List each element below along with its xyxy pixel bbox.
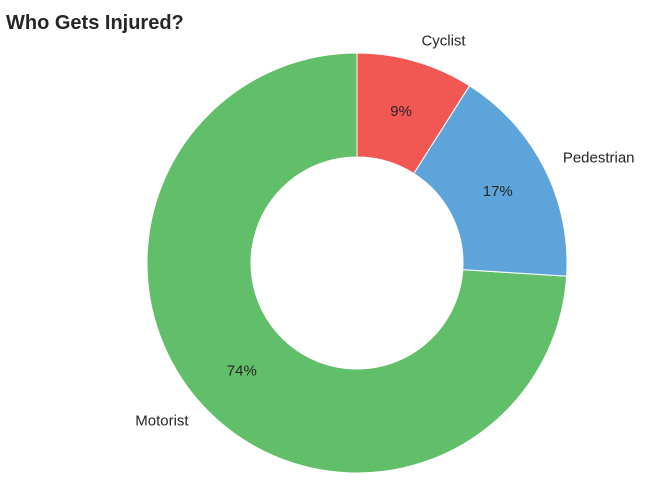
- chart-title: Who Gets Injured?: [6, 12, 184, 34]
- slice-pedestrian: [413, 85, 568, 277]
- category-label-motorist: Motorist: [135, 413, 189, 430]
- category-label-pedestrian: Pedestrian: [563, 150, 635, 167]
- pct-label-motorist: 74%: [227, 363, 257, 380]
- slice-cyclist: [356, 52, 471, 175]
- slice-motorist: [146, 52, 568, 474]
- category-label-cyclist: Cyclist: [421, 33, 466, 50]
- pct-label-cyclist: 9%: [390, 103, 412, 120]
- pct-label-pedestrian: 17%: [483, 183, 513, 200]
